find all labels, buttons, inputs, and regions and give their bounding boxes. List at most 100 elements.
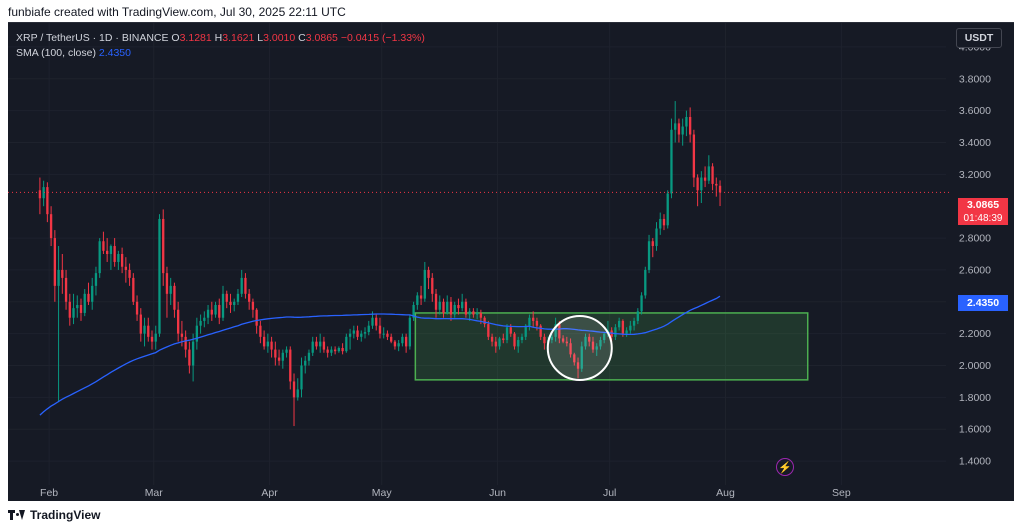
candle-body <box>632 320 636 326</box>
candle-body <box>625 330 628 334</box>
legend-low-label: L <box>257 32 264 44</box>
candle <box>165 266 169 318</box>
candle-body <box>681 126 684 135</box>
candle-body <box>532 317 535 321</box>
candle <box>150 330 154 350</box>
candle <box>431 273 434 302</box>
candle-body <box>255 309 258 326</box>
candle <box>655 222 658 251</box>
candle-body <box>505 327 509 341</box>
candle-body <box>475 312 479 315</box>
candle-body <box>517 340 520 347</box>
candle <box>158 214 161 337</box>
candle <box>632 317 636 331</box>
candle <box>685 110 688 137</box>
candle-body <box>401 336 404 344</box>
candle-body <box>285 349 288 353</box>
candle-body <box>345 336 348 352</box>
footer: TradingView <box>8 508 100 522</box>
candle <box>700 171 703 204</box>
candle <box>83 289 86 317</box>
candle <box>337 346 341 353</box>
lightning-icon[interactable]: ⚡ <box>776 458 794 476</box>
candle <box>233 298 236 312</box>
candle <box>397 340 400 352</box>
candle-body <box>528 317 531 326</box>
candle-body <box>240 277 243 294</box>
candle <box>76 295 79 318</box>
candle-body <box>453 304 456 315</box>
currency-button[interactable]: USDT <box>956 28 1002 48</box>
candle-body <box>296 389 299 398</box>
price-chart[interactable]: 4.00003.80003.60003.40003.20002.80002.60… <box>8 23 1014 501</box>
candle <box>117 250 120 270</box>
price-tick-label: 3.2000 <box>959 169 991 181</box>
candle-body <box>644 269 647 296</box>
candle-body <box>700 177 703 191</box>
candle <box>266 333 270 353</box>
legend-symbol: XRP / TetherUS · 1D · BINANCE <box>16 32 169 44</box>
candle <box>490 333 494 347</box>
candle <box>352 325 355 339</box>
candle-body <box>483 317 486 325</box>
candle-body <box>397 343 400 347</box>
candle-body <box>199 320 202 326</box>
candle-body <box>595 346 598 350</box>
candle <box>49 206 53 247</box>
candle-body <box>662 218 666 226</box>
candle <box>244 273 247 299</box>
candle <box>595 343 598 356</box>
candle <box>453 301 456 318</box>
candle <box>113 238 116 267</box>
candle-body <box>513 333 516 347</box>
candle-body <box>382 333 385 335</box>
candle <box>382 327 385 339</box>
candle-body <box>561 338 565 342</box>
candle-body <box>311 341 314 353</box>
candle-body <box>83 293 86 313</box>
sma-line <box>39 295 721 416</box>
candle <box>191 333 195 382</box>
candle <box>322 336 326 353</box>
price-tick-label: 2.8000 <box>959 233 991 245</box>
candle <box>240 269 243 298</box>
candle <box>162 209 165 286</box>
legend-close-label: C <box>298 32 306 44</box>
candle <box>285 346 288 358</box>
candle <box>670 118 673 199</box>
candle-body <box>487 324 490 337</box>
candle-body <box>326 349 329 353</box>
candle-body <box>468 311 471 315</box>
candle-body <box>180 333 184 337</box>
candle-body <box>655 228 658 247</box>
chart-frame[interactable]: 4.00003.80003.60003.40003.20002.80002.60… <box>8 22 1014 501</box>
candle-body <box>162 218 165 274</box>
candle <box>274 341 277 366</box>
candle-body <box>554 324 557 337</box>
candle-body <box>711 166 714 184</box>
candle <box>345 333 348 353</box>
candle <box>195 317 199 350</box>
candle-body <box>427 269 430 278</box>
candle-body <box>147 325 150 337</box>
sma-layer <box>39 295 721 416</box>
candle-body <box>685 116 688 127</box>
candle-body <box>98 241 101 274</box>
time-tick-label: May <box>372 487 393 499</box>
price-axis: 4.00003.80003.60003.40003.20002.80002.60… <box>959 41 991 467</box>
candle <box>143 317 146 347</box>
candle <box>132 273 135 305</box>
candle-body <box>651 241 654 247</box>
price-tick-label: 2.6000 <box>959 264 991 276</box>
candle-body <box>150 336 154 342</box>
grid <box>8 23 946 485</box>
candle-body <box>464 301 468 315</box>
candle <box>528 314 531 331</box>
candle <box>677 118 681 143</box>
legend-change: −0.0415 (−1.33%) <box>340 32 425 44</box>
candle-body <box>289 349 292 382</box>
candle <box>281 349 284 369</box>
candle-body <box>692 134 696 178</box>
candle <box>565 336 568 347</box>
legend-low: 3.0010 <box>263 32 296 44</box>
